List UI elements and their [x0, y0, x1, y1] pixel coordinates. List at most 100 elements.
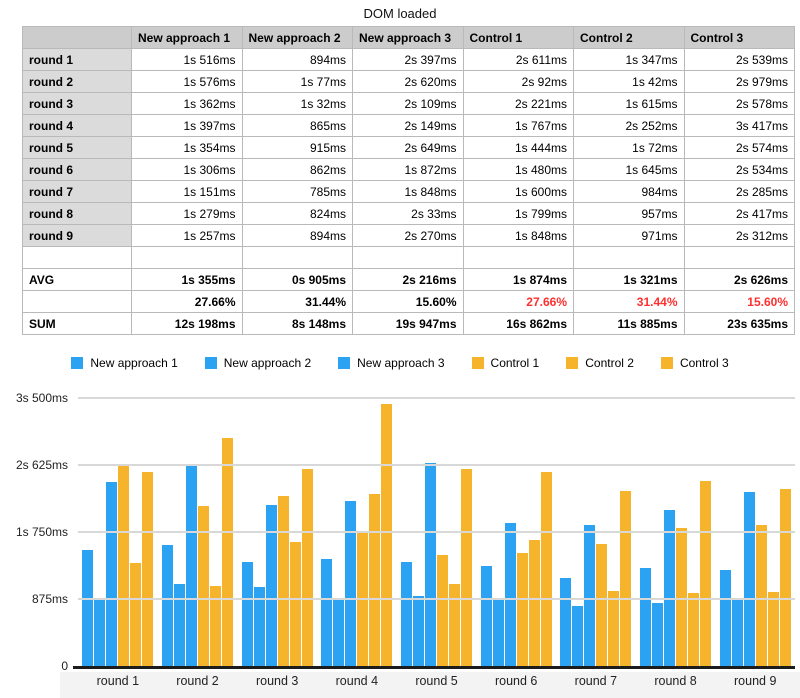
legend-label: New approach 1 — [90, 356, 178, 370]
legend-item-control-2[interactable]: Control 2 — [566, 356, 634, 370]
table-cell: 16s 862ms — [462, 312, 574, 335]
table-cell: 1s 42ms — [573, 70, 685, 93]
legend-swatch-icon — [204, 357, 217, 369]
table-row-round-1: round 1 1s 516ms 894ms 2s 397ms 2s 611ms 1s 3… — [22, 48, 795, 71]
row-header-round-8: round 8 — [22, 202, 132, 225]
legend-swatch-icon — [660, 357, 673, 369]
table-row-round-7: round 7 1s 151ms 785ms 1s 848ms 1s 600ms 984m… — [22, 180, 795, 203]
table-cell: 2s 578ms — [683, 92, 795, 115]
table-cell: 1s 645ms — [573, 158, 685, 181]
table-cell: 15.60% — [683, 290, 795, 313]
table-cell: 2s 252ms — [573, 114, 685, 137]
table-cell: 12s 198ms — [131, 312, 243, 335]
column-header-new-approach-3: New approach 3 — [352, 26, 464, 49]
table-cell — [352, 246, 464, 269]
bar-control-3-round-9 — [779, 488, 791, 666]
table-cell: 2s 312ms — [683, 224, 795, 247]
legend-item-new-approach-2[interactable]: New approach 2 — [204, 356, 312, 370]
table-row-round-2: round 2 1s 576ms 1s 77ms 2s 620ms 2s 92ms 1s … — [22, 70, 795, 93]
table-cell — [573, 246, 685, 269]
bar-group-round-3 — [237, 398, 317, 666]
table-cell: 2s 620ms — [352, 70, 464, 93]
table-cell: 1s 615ms — [573, 92, 685, 115]
x-axis-strip — [60, 672, 800, 698]
table-row-round-9: round 9 1s 257ms 894ms 2s 270ms 1s 848ms 971m… — [22, 224, 795, 247]
legend-label: New approach 2 — [223, 356, 312, 370]
bar-group-round-7 — [556, 398, 636, 666]
results-table-header: New approach 1 New approach 2 New approach… — [22, 26, 795, 49]
legend-item-new-approach-1[interactable]: New approach 1 — [71, 356, 178, 370]
bar-new-approach-3-round-7 — [584, 524, 596, 666]
y-tick-label: 1s 750ms — [15, 525, 68, 539]
legend-item-control-3[interactable]: Control 3 — [660, 356, 729, 370]
bar-new-approach-1-round-2 — [162, 545, 173, 666]
table-cell — [683, 246, 795, 269]
bar-new-approach-3-round-3 — [265, 504, 277, 666]
bar-new-approach-2-round-5 — [413, 595, 425, 666]
bar-control-1-round-6 — [516, 552, 528, 666]
bar-control-2-round-3 — [289, 542, 301, 666]
table-cell: 27.66% — [131, 290, 243, 313]
table-row-sum: SUM 12s 198ms 8s 148ms 19s 947ms 16s 862ms 11… — [22, 312, 795, 335]
table-cell: 2s 221ms — [462, 92, 574, 115]
table-cell: 2s 216ms — [352, 268, 464, 291]
table-cell: 1s 799ms — [462, 202, 574, 225]
row-header-sum: SUM — [22, 312, 132, 335]
table-cell: 1s 306ms — [131, 158, 243, 181]
bar-control-1-round-2 — [198, 505, 209, 666]
bar-control-2-round-7 — [608, 590, 620, 666]
table-cell: 8s 148ms — [241, 312, 353, 335]
x-axis-label-round-2: round 2 — [176, 674, 219, 688]
table-cell: 2s 92ms — [462, 70, 574, 93]
table-cell: 1s 872ms — [352, 158, 464, 181]
table-cell — [131, 246, 243, 269]
row-header-round-1: round 1 — [22, 48, 132, 71]
table-cell — [462, 246, 574, 269]
table-cell: 1s 397ms — [131, 114, 243, 137]
x-axis-label-round-6: round 6 — [494, 674, 538, 688]
bar-control-2-round-2 — [210, 586, 221, 666]
table-cell: 1s 480ms — [462, 158, 574, 181]
table-cell: 1s 516ms — [131, 48, 243, 71]
table-cell: 1s 848ms — [352, 180, 464, 203]
x-axis-label-round-9: round 9 — [734, 674, 777, 688]
bar-new-approach-2-round-2 — [174, 583, 185, 666]
legend-item-new-approach-3[interactable]: New approach 3 — [338, 356, 445, 370]
row-header-round-4: round 4 — [22, 114, 132, 137]
bar-control-3-round-7 — [620, 491, 632, 666]
plot-area — [73, 397, 795, 669]
table-cell: 894ms — [241, 224, 353, 247]
bar-new-approach-1-round-3 — [241, 561, 253, 666]
bar-control-3-round-2 — [222, 437, 233, 666]
row-header-round-3: round 3 — [22, 92, 132, 115]
bar-new-approach-3-round-1 — [106, 482, 118, 666]
bar-control-1-round-1 — [118, 466, 130, 666]
legend-swatch-icon — [471, 357, 484, 369]
table-cell: 2s 626ms — [683, 268, 795, 291]
column-header-new-approach-1: New approach 1 — [131, 26, 243, 49]
row-header-round-5: round 5 — [22, 136, 132, 159]
results-table: New approach 1 New approach 2 New approach… — [22, 26, 795, 335]
table-cell: 957ms — [573, 202, 685, 225]
x-axis-label-round-1: round 1 — [96, 674, 140, 688]
table-row-round-3: round 3 1s 362ms 1s 32ms 2s 109ms 2s 221ms 1s… — [22, 92, 795, 115]
gridline-875ms — [78, 598, 795, 600]
bar-new-approach-3-round-5 — [425, 463, 437, 666]
table-cell: 1s 576ms — [131, 70, 243, 93]
results-table-body: round 1 1s 516ms 894ms 2s 397ms 2s 611ms 1s 3… — [22, 48, 795, 335]
x-axis-label-round-7: round 7 — [574, 674, 618, 688]
bar-control-3-round-1 — [142, 471, 154, 666]
legend-item-control-1[interactable]: Control 1 — [471, 356, 539, 370]
table-cell: 2s 539ms — [683, 48, 795, 71]
table-cell: 1s 151ms — [131, 180, 243, 203]
bar-new-approach-3-round-8 — [664, 510, 676, 666]
bar-control-3-round-3 — [301, 468, 313, 666]
bar-control-2-round-5 — [449, 583, 461, 666]
table-cell: 1s 767ms — [462, 114, 574, 137]
bar-new-approach-1-round-5 — [401, 562, 413, 666]
bar-control-2-round-9 — [767, 591, 779, 666]
table-cell: 2s 611ms — [462, 48, 574, 71]
table-cell: 1s 848ms — [462, 224, 574, 247]
bar-control-2-round-8 — [688, 592, 700, 666]
bar-control-1-round-5 — [437, 555, 449, 666]
